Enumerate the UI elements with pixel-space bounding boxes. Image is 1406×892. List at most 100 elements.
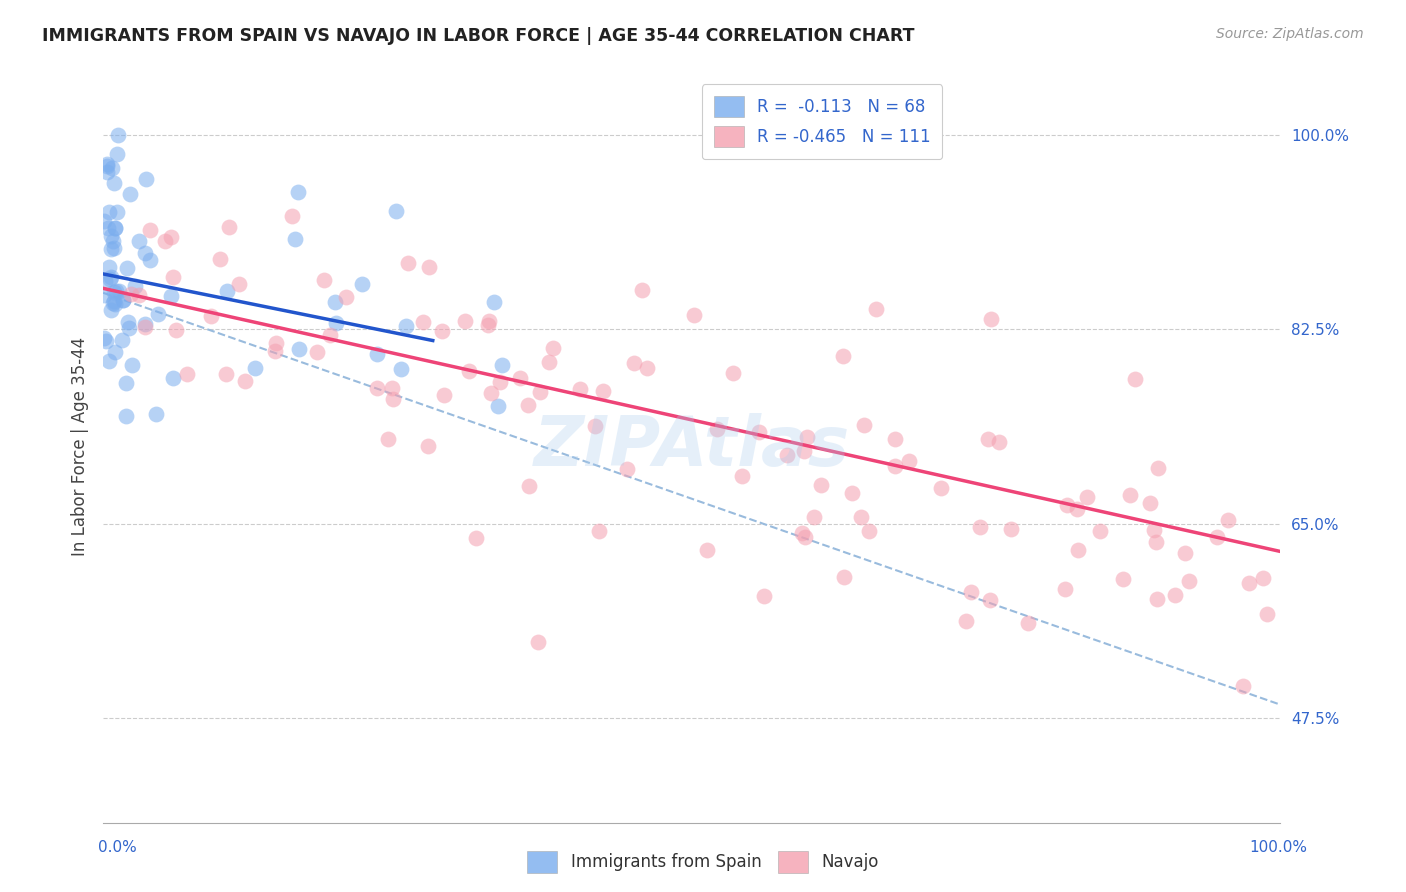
Point [457, 364, 479, 378]
Point [489, 375, 512, 389]
Point [569, 382, 592, 396]
Point [97, 220, 120, 235]
Point [1053, 582, 1076, 597]
Point [793, 530, 815, 544]
Point [335, 290, 357, 304]
Point [776, 449, 799, 463]
Point [124, 279, 146, 293]
Point [280, 209, 302, 223]
Point [748, 425, 770, 439]
Point [479, 386, 502, 401]
Point [105, 205, 128, 219]
Point [176, 367, 198, 381]
Point [1017, 615, 1039, 630]
Point [977, 432, 1000, 446]
Point [100, 269, 122, 284]
Point [1146, 461, 1168, 475]
Point [162, 371, 184, 385]
Point [433, 387, 456, 401]
Point [96, 165, 118, 179]
Point [465, 531, 488, 545]
Point [243, 360, 266, 375]
Point [100, 302, 122, 317]
Point [209, 252, 232, 267]
Point [107, 128, 129, 142]
Point [93, 274, 115, 288]
Point [134, 320, 156, 334]
Point [1143, 523, 1166, 537]
Point [103, 241, 125, 255]
Point [314, 273, 336, 287]
Point [94, 334, 117, 348]
Point [793, 444, 815, 458]
Point [1232, 679, 1254, 693]
Point [93, 214, 115, 228]
Point [120, 287, 142, 301]
Point [200, 309, 222, 323]
Y-axis label: In Labor Force | Age 35-44: In Labor Force | Age 35-44 [72, 336, 89, 556]
Point [623, 356, 645, 370]
Point [509, 371, 531, 385]
Point [477, 318, 499, 332]
Point [454, 314, 477, 328]
Point [135, 172, 157, 186]
Point [366, 381, 388, 395]
Point [366, 347, 388, 361]
Point [111, 293, 134, 307]
Point [104, 345, 127, 359]
Point [1123, 372, 1146, 386]
Point [105, 284, 128, 298]
Point [325, 316, 347, 330]
Point [430, 324, 453, 338]
Point [592, 384, 614, 398]
Point [218, 220, 240, 235]
Point [288, 342, 311, 356]
Point [319, 327, 342, 342]
Point [478, 314, 501, 328]
Point [384, 203, 406, 218]
Point [1119, 487, 1142, 501]
Text: Source: ZipAtlas.com: Source: ZipAtlas.com [1216, 27, 1364, 41]
Point [100, 229, 122, 244]
Point [118, 186, 141, 201]
Point [1112, 572, 1135, 586]
Point [418, 260, 440, 275]
Point [1088, 524, 1111, 538]
Point [139, 253, 162, 268]
Point [883, 459, 905, 474]
Point [103, 285, 125, 299]
Point [325, 295, 347, 310]
Point [1216, 513, 1239, 527]
Point [104, 297, 127, 311]
Point [382, 392, 405, 406]
Point [128, 234, 150, 248]
Point [588, 524, 610, 538]
Point [98, 272, 121, 286]
Legend: Immigrants from Spain, Navajo: Immigrants from Spain, Navajo [520, 845, 886, 880]
Point [960, 585, 983, 599]
Point [516, 398, 538, 412]
Point [979, 593, 1001, 607]
Point [153, 234, 176, 248]
Point [159, 288, 181, 302]
Point [832, 570, 855, 584]
Point [955, 614, 977, 628]
Point [1256, 607, 1278, 622]
Point [1056, 498, 1078, 512]
Point [754, 589, 776, 603]
Point [1178, 574, 1201, 588]
Point [118, 321, 141, 335]
Point [98, 260, 121, 275]
Point [731, 469, 754, 483]
Point [412, 315, 434, 329]
Point [287, 185, 309, 199]
Point [134, 317, 156, 331]
Point [1206, 530, 1229, 544]
Point [852, 417, 875, 432]
Point [1237, 576, 1260, 591]
Point [683, 308, 706, 322]
Point [631, 284, 654, 298]
Point [721, 367, 744, 381]
Point [381, 380, 404, 394]
Point [395, 318, 418, 333]
